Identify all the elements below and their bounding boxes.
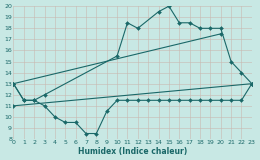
X-axis label: Humidex (Indice chaleur): Humidex (Indice chaleur) xyxy=(78,147,187,156)
